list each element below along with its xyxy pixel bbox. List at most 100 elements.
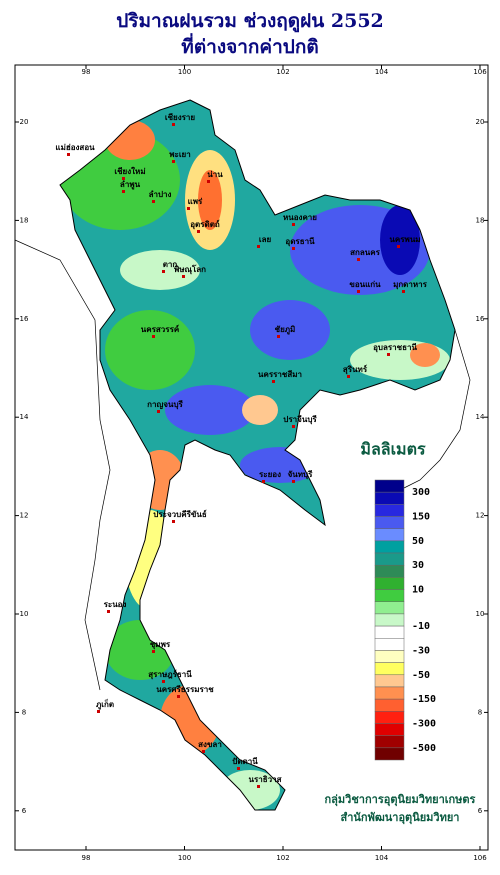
x-tick-label: 104 — [375, 854, 389, 862]
province-label: กาญจนบุรี — [147, 399, 183, 410]
legend-swatch — [374, 577, 405, 590]
province-marker — [172, 520, 175, 523]
province-marker — [157, 410, 160, 413]
y-tick-label: 8 — [478, 708, 482, 716]
y-tick-label: 12 — [476, 512, 485, 520]
province-marker — [397, 245, 400, 248]
province-label: ปัตตานี — [232, 756, 258, 766]
x-tick-label: 100 — [178, 854, 191, 862]
legend-swatch — [374, 491, 405, 505]
province-label: จันทบุรี — [288, 469, 314, 480]
province-marker — [97, 710, 100, 713]
x-tick-label: 106 — [473, 854, 487, 862]
legend-swatch — [374, 613, 405, 627]
x-tick-label: 104 — [375, 68, 389, 76]
credit: กลุ่มวิชาการอุตุนิยมวิทยาเกษตร — [325, 793, 476, 807]
province-label: เชียงราย — [165, 112, 196, 122]
province-label: อุตรดิตถ์ — [190, 219, 220, 230]
province-marker — [237, 767, 240, 770]
legend-swatch — [374, 625, 405, 639]
province-label: แม่ฮ่องสอน — [55, 142, 95, 152]
legend-swatch — [374, 540, 405, 554]
province-marker — [177, 695, 180, 698]
province-label: นครพนม — [389, 234, 420, 244]
province-label: พะเยา — [169, 149, 190, 159]
x-tick-label: 100 — [178, 68, 191, 76]
province-label: สุราษฎร์ธานี — [148, 669, 192, 680]
legend-swatch — [374, 650, 405, 663]
legend-swatch — [374, 723, 405, 736]
province-marker — [67, 153, 70, 156]
legend-label: -10 — [412, 621, 430, 632]
legend-label: -150 — [412, 694, 436, 705]
province-label: หนองคาย — [283, 212, 317, 222]
province-marker — [152, 335, 155, 338]
legend: มิลลิเมตร 300 150 50 30 10 -10 -30 -50 -150 -300 -5… — [360, 440, 436, 761]
province-label: พิษณุโลก — [174, 264, 206, 275]
x-tick-label: 102 — [276, 68, 289, 76]
legend-swatch — [374, 589, 405, 602]
province-marker — [357, 290, 360, 293]
y-tick-label: 8 — [22, 708, 26, 716]
legend-swatch — [374, 564, 405, 578]
province-label: อุบลราชธานี — [373, 342, 417, 353]
y-tick-label: 6 — [22, 807, 27, 815]
legend-swatch — [374, 516, 405, 529]
y-tick-label: 14 — [476, 413, 485, 421]
province-label: เชียงใหม่ — [114, 166, 145, 176]
legend-swatch — [374, 479, 405, 493]
legend-swatch — [374, 552, 405, 566]
province-marker — [257, 245, 260, 248]
province-label: ลำพูน — [120, 179, 141, 190]
province-marker — [277, 335, 280, 338]
province-label: สกลนคร — [350, 247, 380, 257]
legend-label: -30 — [412, 645, 430, 656]
province-label: นราธิวาส — [248, 774, 281, 784]
province-label: เลย — [259, 234, 272, 244]
y-tick-label: 18 — [476, 216, 485, 224]
province-marker — [122, 190, 125, 193]
province-marker — [172, 160, 175, 163]
title: ปริมาณฝนรวม ช่วงฤดูฝน 2552 — [116, 10, 384, 33]
province-marker — [202, 750, 205, 753]
y-tick-label: 20 — [476, 118, 485, 126]
province-label: ประจวบคีรีขันธ์ — [153, 509, 207, 519]
legend-swatch — [374, 747, 405, 761]
province-label: ชัยภูมิ — [275, 324, 296, 335]
x-tick-label: 102 — [276, 854, 289, 862]
title: ที่ต่างจากค่าปกติ — [181, 33, 318, 58]
x-tick-label: 98 — [82, 68, 91, 76]
province-marker — [272, 380, 275, 383]
legend-label: 50 — [412, 536, 424, 547]
province-marker — [182, 275, 185, 278]
province-marker — [387, 353, 390, 356]
legend-label: 150 — [412, 512, 430, 523]
province-marker — [207, 180, 210, 183]
legend-label: -50 — [412, 670, 430, 681]
province-marker — [357, 258, 360, 261]
province-marker — [107, 610, 110, 613]
y-tick-label: 6 — [478, 807, 483, 815]
province-label: ลำปาง — [149, 189, 172, 199]
province-label: ชุมพร — [150, 639, 171, 650]
y-tick-label: 10 — [476, 610, 485, 618]
province-label: น่าน — [207, 169, 223, 179]
legend-label: 300 — [412, 487, 430, 498]
province-marker — [347, 375, 350, 378]
legend-swatch — [374, 601, 405, 615]
legend-swatch — [374, 662, 405, 676]
legend-swatch — [374, 698, 405, 712]
province-marker — [402, 290, 405, 293]
x-tick-label: 106 — [473, 68, 487, 76]
y-tick-label: 16 — [20, 315, 29, 323]
province-marker — [262, 480, 265, 483]
y-tick-label: 10 — [20, 610, 29, 618]
province-marker — [162, 270, 165, 273]
y-tick-label: 18 — [20, 216, 29, 224]
province-label: ภูเก็ต — [96, 698, 114, 710]
legend-swatch — [374, 528, 405, 542]
x-tick-label: 98 — [82, 854, 91, 862]
province-label: ระนอง — [104, 599, 127, 609]
legend-swatch — [374, 711, 405, 724]
